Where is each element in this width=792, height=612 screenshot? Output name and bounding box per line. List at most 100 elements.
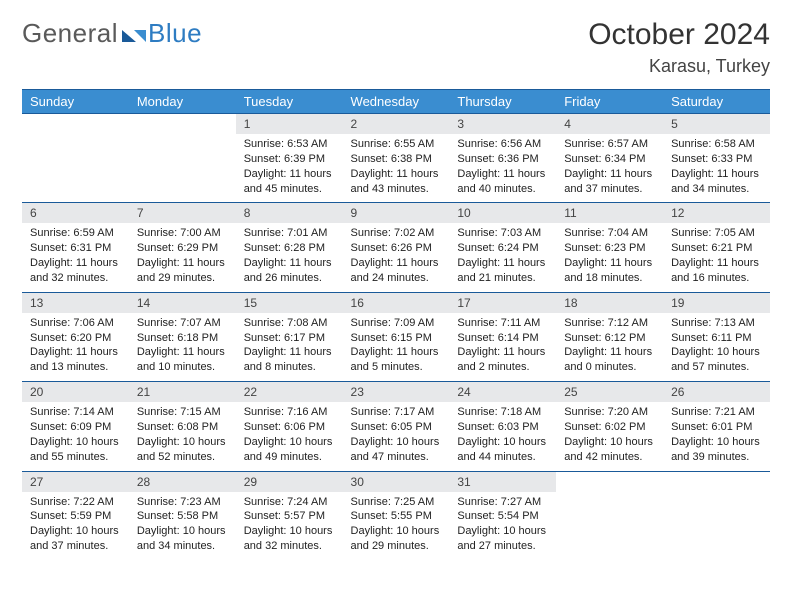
day-cell: Sunrise: 7:22 AMSunset: 5:59 PMDaylight:…	[22, 492, 129, 560]
day-number: 18	[556, 292, 663, 313]
sunset-line: Sunset: 6:34 PM	[564, 152, 657, 167]
day-number: 2	[343, 114, 450, 135]
daylight-line: Daylight: 11 hours and 0 minutes.	[564, 345, 657, 375]
day-number: 20	[22, 382, 129, 403]
sunset-line: Sunset: 5:58 PM	[137, 509, 230, 524]
sunrise-line: Sunrise: 7:03 AM	[457, 226, 550, 241]
weekday-header: Wednesday	[343, 90, 450, 114]
sunrise-line: Sunrise: 7:17 AM	[351, 405, 444, 420]
daylight-line: Daylight: 11 hours and 10 minutes.	[137, 345, 230, 375]
day-number: 30	[343, 471, 450, 492]
daylight-line: Daylight: 11 hours and 32 minutes.	[30, 256, 123, 286]
sunrise-line: Sunrise: 7:14 AM	[30, 405, 123, 420]
calendar-page: General Blue October 2024 Karasu, Turkey…	[0, 0, 792, 570]
daylight-line: Daylight: 11 hours and 24 minutes.	[351, 256, 444, 286]
day-number: 4	[556, 114, 663, 135]
header: General Blue October 2024 Karasu, Turkey	[22, 18, 770, 77]
daylight-line: Daylight: 10 hours and 42 minutes.	[564, 435, 657, 465]
sunset-line: Sunset: 6:05 PM	[351, 420, 444, 435]
day-number: 19	[663, 292, 770, 313]
day-number: 24	[449, 382, 556, 403]
day-number: 14	[129, 292, 236, 313]
calendar-body: 12345Sunrise: 6:53 AMSunset: 6:39 PMDayl…	[22, 114, 770, 560]
day-number	[129, 114, 236, 135]
sunrise-line: Sunrise: 6:59 AM	[30, 226, 123, 241]
sunset-line: Sunset: 6:02 PM	[564, 420, 657, 435]
sunrise-line: Sunrise: 6:57 AM	[564, 137, 657, 152]
day-number: 23	[343, 382, 450, 403]
sunrise-line: Sunrise: 7:05 AM	[671, 226, 764, 241]
sunset-line: Sunset: 5:57 PM	[244, 509, 337, 524]
sunrise-line: Sunrise: 7:01 AM	[244, 226, 337, 241]
sunset-line: Sunset: 6:23 PM	[564, 241, 657, 256]
day-number	[663, 471, 770, 492]
day-number: 7	[129, 203, 236, 224]
day-number: 29	[236, 471, 343, 492]
day-cell: Sunrise: 6:57 AMSunset: 6:34 PMDaylight:…	[556, 134, 663, 203]
sunset-line: Sunset: 6:24 PM	[457, 241, 550, 256]
sunset-line: Sunset: 6:18 PM	[137, 331, 230, 346]
sunrise-line: Sunrise: 6:55 AM	[351, 137, 444, 152]
sunrise-line: Sunrise: 7:21 AM	[671, 405, 764, 420]
sunset-line: Sunset: 6:17 PM	[244, 331, 337, 346]
brand-part1: General	[22, 18, 118, 49]
sunset-line: Sunset: 5:59 PM	[30, 509, 123, 524]
day-cell: Sunrise: 7:00 AMSunset: 6:29 PMDaylight:…	[129, 223, 236, 292]
daylight-line: Daylight: 10 hours and 27 minutes.	[457, 524, 550, 554]
sunrise-line: Sunrise: 7:08 AM	[244, 316, 337, 331]
day-cell: Sunrise: 7:09 AMSunset: 6:15 PMDaylight:…	[343, 313, 450, 382]
day-number: 15	[236, 292, 343, 313]
day-cell: Sunrise: 7:01 AMSunset: 6:28 PMDaylight:…	[236, 223, 343, 292]
day-number-row: 12345	[22, 114, 770, 135]
sunrise-line: Sunrise: 7:22 AM	[30, 495, 123, 510]
day-number: 11	[556, 203, 663, 224]
daylight-line: Daylight: 11 hours and 8 minutes.	[244, 345, 337, 375]
day-number: 26	[663, 382, 770, 403]
day-number: 5	[663, 114, 770, 135]
day-number: 22	[236, 382, 343, 403]
day-cell: Sunrise: 7:07 AMSunset: 6:18 PMDaylight:…	[129, 313, 236, 382]
day-cell: Sunrise: 7:24 AMSunset: 5:57 PMDaylight:…	[236, 492, 343, 560]
weekday-header: Monday	[129, 90, 236, 114]
daylight-line: Daylight: 11 hours and 43 minutes.	[351, 167, 444, 197]
weekday-header: Thursday	[449, 90, 556, 114]
day-number: 1	[236, 114, 343, 135]
brand-part2: Blue	[148, 18, 202, 49]
day-cell: Sunrise: 7:16 AMSunset: 6:06 PMDaylight:…	[236, 402, 343, 471]
sunset-line: Sunset: 6:12 PM	[564, 331, 657, 346]
daylight-line: Daylight: 11 hours and 18 minutes.	[564, 256, 657, 286]
daylight-line: Daylight: 11 hours and 13 minutes.	[30, 345, 123, 375]
sunset-line: Sunset: 6:06 PM	[244, 420, 337, 435]
day-number-row: 20212223242526	[22, 382, 770, 403]
sunrise-line: Sunrise: 6:58 AM	[671, 137, 764, 152]
daylight-line: Daylight: 11 hours and 21 minutes.	[457, 256, 550, 286]
day-number: 25	[556, 382, 663, 403]
daylight-line: Daylight: 10 hours and 57 minutes.	[671, 345, 764, 375]
day-content-row: Sunrise: 7:22 AMSunset: 5:59 PM Daylight:…	[22, 492, 770, 560]
calendar-grid: Sunday Monday Tuesday Wednesday Thursday…	[22, 89, 770, 560]
sunrise-line: Sunrise: 7:04 AM	[564, 226, 657, 241]
triangle-icon	[134, 30, 146, 42]
day-cell: Sunrise: 6:53 AMSunset: 6:39 PMDaylight:…	[236, 134, 343, 203]
day-cell: Sunrise: 6:55 AMSunset: 6:38 PMDaylight:…	[343, 134, 450, 203]
weekday-header-row: Sunday Monday Tuesday Wednesday Thursday…	[22, 90, 770, 114]
day-cell: Sunrise: 7:05 AMSunset: 6:21 PMDaylight:…	[663, 223, 770, 292]
daylight-line: Daylight: 11 hours and 34 minutes.	[671, 167, 764, 197]
day-number: 10	[449, 203, 556, 224]
day-number: 27	[22, 471, 129, 492]
day-cell	[22, 134, 129, 203]
sunset-line: Sunset: 6:08 PM	[137, 420, 230, 435]
day-number: 12	[663, 203, 770, 224]
day-cell: Sunrise: 7:15 AMSunset: 6:08 PMDaylight:…	[129, 402, 236, 471]
sunrise-line: Sunrise: 6:53 AM	[244, 137, 337, 152]
daylight-line: Daylight: 11 hours and 29 minutes.	[137, 256, 230, 286]
day-number: 13	[22, 292, 129, 313]
sunrise-line: Sunrise: 7:06 AM	[30, 316, 123, 331]
day-number: 8	[236, 203, 343, 224]
sunset-line: Sunset: 6:31 PM	[30, 241, 123, 256]
day-cell: Sunrise: 7:12 AMSunset: 6:12 PMDaylight:…	[556, 313, 663, 382]
day-number: 31	[449, 471, 556, 492]
sunset-line: Sunset: 6:20 PM	[30, 331, 123, 346]
sunrise-line: Sunrise: 7:12 AM	[564, 316, 657, 331]
day-cell: Sunrise: 7:13 AMSunset: 6:11 PMDaylight:…	[663, 313, 770, 382]
